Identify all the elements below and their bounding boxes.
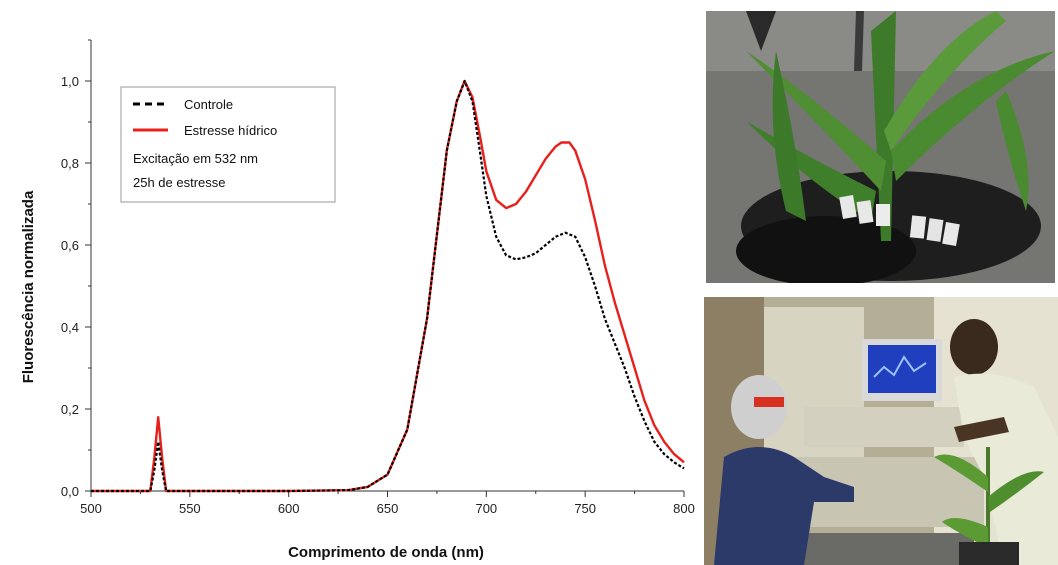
x-tick-label: 600 <box>278 501 300 516</box>
legend-box <box>120 86 336 203</box>
legend: Controle Estresse hídrico Excitação em 5… <box>120 86 336 203</box>
axes: 500 550 600 650 700 750 800 0,0 0,2 0,4 0,6 0,8 1,0 <box>61 39 695 516</box>
maize-plants-photo <box>706 11 1055 283</box>
x-tick-label: 750 <box>574 501 596 516</box>
legend-label-controle: Controle <box>184 97 233 112</box>
y-tick-label: 1,0 <box>61 74 79 89</box>
y-tick-label: 0,8 <box>61 156 79 171</box>
x-tick-label: 800 <box>673 501 695 516</box>
series-line-controle <box>91 79 685 493</box>
x-tick-label: 500 <box>80 501 102 516</box>
y-tick-label: 0,2 <box>61 402 79 417</box>
y-axis-title: Fluorescência normalizada <box>20 190 37 383</box>
x-tick-label: 700 <box>475 501 497 516</box>
x-tick-label: 650 <box>377 501 399 516</box>
legend-label-estresse: Estresse hídrico <box>184 123 277 138</box>
y-tick-label: 0,6 <box>61 238 79 253</box>
x-axis-title: Comprimento de onda (nm) <box>288 544 484 561</box>
annotation-stress-time: 25h de estresse <box>133 175 226 190</box>
x-tick-label: 550 <box>179 501 201 516</box>
y-tick-label: 0,4 <box>61 320 79 335</box>
series-layer <box>91 79 685 493</box>
series-line-estresse <box>91 79 685 493</box>
y-tick-label: 0,0 <box>61 484 79 499</box>
lab-measurement-photo <box>704 297 1058 565</box>
annotation-excitation: Excitação em 532 nm <box>133 151 258 166</box>
fluorescence-chart: 500 550 600 650 700 750 8000,00,20,40,60,81,0 … <box>20 39 695 561</box>
